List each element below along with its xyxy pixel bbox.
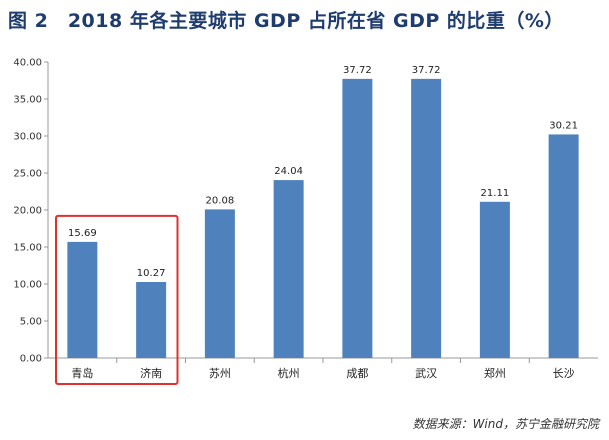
data-label: 30.21	[549, 120, 578, 131]
y-tick-label: 25.00	[13, 169, 42, 180]
data-label: 24.04	[274, 166, 303, 177]
category-label: 郑州	[484, 366, 506, 380]
bar	[67, 241, 98, 358]
bar	[548, 134, 579, 358]
y-tick-label: 40.00	[13, 58, 42, 69]
category-label: 长沙	[553, 367, 575, 380]
y-tick-label: 20.00	[13, 206, 42, 217]
category-label: 青岛	[71, 366, 93, 380]
data-label: 21.11	[481, 188, 510, 199]
bar	[411, 78, 442, 358]
data-label: 10.27	[137, 268, 166, 279]
y-axis-ticks: 0.00 5.00 10.00 15.00 20.00 25.00 30.00 35.00 40…	[13, 58, 48, 365]
chart-title: 图 2 2018 年各主要城市 GDP 占所在省 GDP 的比重（%）	[8, 10, 564, 32]
bar	[479, 201, 510, 358]
data-label: 15.69	[68, 228, 97, 239]
data-labels: 15.69 10.27 20.08 24.04 37.72 37.72 21.11 30.21	[68, 65, 578, 279]
category-label: 苏州	[209, 367, 231, 380]
y-tick-label: 5.00	[20, 317, 42, 328]
bar	[342, 78, 373, 358]
category-label: 杭州	[278, 366, 300, 380]
bars	[67, 78, 579, 358]
source-note: 数据来源：Wind，苏宁金融研究院	[412, 417, 599, 431]
y-tick-label: 0.00	[20, 354, 42, 365]
data-label: 20.08	[206, 195, 235, 206]
category-label: 武汉	[415, 367, 437, 380]
y-tick-label: 10.00	[13, 280, 42, 291]
category-label: 成都	[346, 367, 368, 380]
y-tick-label: 15.00	[13, 243, 42, 254]
data-label: 37.72	[343, 65, 372, 76]
bar	[204, 209, 235, 358]
category-labels: 青岛 济南 苏州 杭州 成都 武汉 郑州 长沙	[71, 358, 575, 380]
y-tick-label: 30.00	[13, 132, 42, 143]
y-tick-label: 35.00	[13, 95, 42, 106]
bar	[136, 282, 167, 358]
bar	[273, 180, 304, 358]
highlight-box	[55, 214, 179, 385]
category-label: 济南	[140, 366, 162, 380]
data-label: 37.72	[412, 65, 441, 76]
